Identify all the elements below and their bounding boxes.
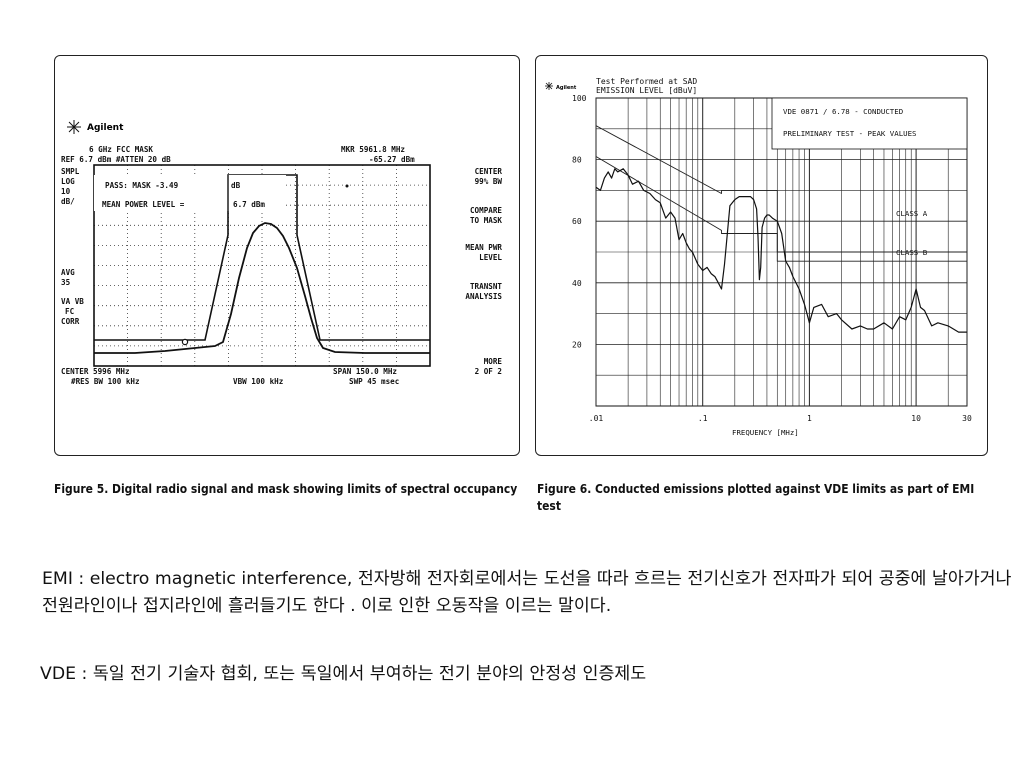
figure-5-caption: Figure 5. Digital radio signal and mask … [54,481,518,496]
fig6-xtick-label: .01 [589,414,604,423]
fig6-legend-line-1: VDE 0871 / 6.78 - CONDUCTED [783,107,903,116]
fig6-legend-line-2: PRELIMINARY TEST - PEAK VALUES [783,129,917,138]
figure-6-brand: Agilent [556,85,577,91]
fig6-ytick-label: 80 [572,156,582,165]
fig5-span: SPAN 150.0 MHz [333,367,397,376]
softkey-compare-mask: TO MASK [470,216,502,225]
fig6-ylabel: EMISSION LEVEL [dBuV] [596,86,697,95]
fig5-side-label: LOG [61,177,75,186]
fig6-xtick-label: 30 [962,414,972,423]
figure-6-emissions-chart: Agilent Test Performed at SAD EMISSION L… [545,77,972,437]
fig5-header-title: 6 GHz FCC MASK [89,145,153,154]
fig5-marker-freq: MKR 5961.8 MHz [341,145,405,154]
figure-5-spectrum-plot: Agilent 6 GHz FCC MASK REF 6.7 dBm #ATTE… [61,120,503,386]
fig6-xlabel: FREQUENCY [MHz] [732,428,799,437]
fig6-xtick-label: 1 [807,414,812,423]
fig5-graticule [94,165,430,366]
fig5-header-ref: REF 6.7 dBm #ATTEN 20 dB [61,155,171,164]
softkey-compare-mask: COMPARE [470,206,502,215]
fig6-xtick-label: .1 [698,414,708,423]
fig6-series-measured-emission [595,168,967,333]
fig6-class-b-label: CLASS B [896,248,928,257]
fig6-ytick-label: 60 [572,217,582,226]
fig5-info-box [94,175,228,211]
fig5-sweep: SWP 45 msec [349,377,399,386]
agilent-logo-icon [545,82,553,90]
fig6-legend-box [771,97,968,150]
fig5-vbw: VBW 100 kHz [233,377,284,386]
fig6-xtick-label: 10 [911,414,921,423]
fig5-corr-label: FC [65,307,75,316]
fig5-avg-label: AVG [61,268,75,277]
figure-6-caption: Figure 6. Conducted emissions plotted ag… [537,481,975,513]
fig5-mean-value: 6.7 dBm [233,200,265,209]
fig5-corr-label: VA VB [61,297,84,306]
fig5-marker-dot [181,338,189,346]
fig6-series-class-b [595,156,967,262]
fig5-marker-level: -65.27 dBm [369,155,415,164]
fig5-pass-unit: dB [231,181,241,190]
fig5-center-freq: CENTER 5996 MHz [61,367,130,376]
fig6-class-a-label: CLASS A [896,209,928,218]
softkey-more: 2 OF 2 [475,367,502,376]
softkey-transnt: ANALYSIS [465,292,502,301]
softkey-center-99bw: CENTER [475,167,503,176]
fig5-corr-label: CORR [61,317,80,326]
fig5-signal-trace [94,222,430,354]
fig6-ytick-label: 20 [572,340,582,349]
fig5-mean-text: MEAN POWER LEVEL = [102,200,185,209]
figure-5-frame: Agilent 6 GHz FCC MASK REF 6.7 dBm #ATTE… [54,55,520,456]
softkey-center-99bw: 99% BW [475,177,503,186]
figure-6-frame: Agilent Test Performed at SAD EMISSION L… [535,55,988,456]
figure-5-brand: Agilent [87,123,124,133]
fig5-side-label: SMPL [61,167,80,176]
fig5-side-label: 10 [61,187,71,196]
softkey-mean-pwr: LEVEL [479,253,502,262]
agilent-logo-icon [67,120,81,134]
softkey-mean-pwr: MEAN PWR [465,243,502,252]
fig6-ytick-label: 40 [572,279,582,288]
fig5-side-label: dB/ [61,197,75,206]
fig6-series-class-a [595,125,967,253]
vde-definition: VDE : 독일 전기 기술자 협회, 또는 독일에서 부여하는 전기 분야의 … [40,664,647,684]
fig5-res-bw: #RES BW 100 kHz [71,377,140,386]
fig6-title: Test Performed at SAD [596,77,697,86]
emi-definition: EMI : electro magnetic interference, 전자방… [42,569,1012,616]
fig5-pass-text: PASS: MASK -3.49 [105,181,179,190]
fig6-ytick-label: 100 [572,94,587,103]
softkey-transnt: TRANSNT [470,282,502,291]
softkey-more: MORE [484,357,503,366]
fig5-avg-label: 35 [61,278,71,287]
